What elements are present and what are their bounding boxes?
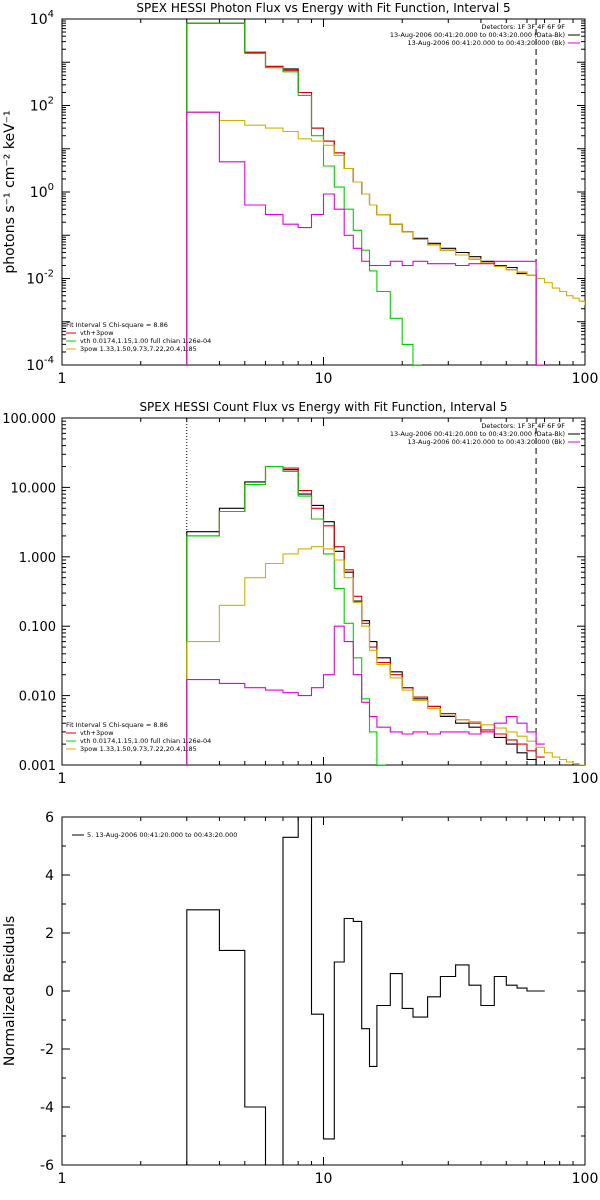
x-tick-label: 100 bbox=[572, 771, 599, 787]
x-tick-label: 100 bbox=[572, 1171, 599, 1187]
x-tick-label: 1 bbox=[58, 1171, 67, 1187]
legend-text: 3pow 1.33,1.50,9.73,7.22,20.4,1.85 bbox=[80, 345, 197, 353]
y-tick-label: 104 bbox=[30, 9, 54, 28]
y-tick-label: 6 bbox=[45, 810, 54, 826]
legend-text: 13-Aug-2006 00:41:20.000 to 00:43:20.000… bbox=[390, 430, 565, 438]
series-line-5 bbox=[186, 625, 545, 765]
x-tick-label: 10 bbox=[315, 771, 333, 787]
y-axis-label: photons s⁻¹ cm⁻² keV⁻¹ bbox=[2, 110, 18, 273]
x-tick-label: 10 bbox=[315, 371, 333, 387]
y-tick-label: 2 bbox=[45, 926, 54, 942]
y-tick-label: 10-2 bbox=[26, 269, 54, 288]
y-tick-label: 10-4 bbox=[26, 355, 54, 374]
series-line-1 bbox=[186, 817, 545, 1165]
y-tick-label: 100.000 bbox=[2, 412, 56, 427]
series-line-4 bbox=[186, 546, 585, 765]
y-tick-label: 0 bbox=[45, 984, 54, 1000]
series-line-5 bbox=[186, 111, 545, 365]
plot-frame bbox=[61, 18, 586, 366]
chart-title: SPEX HESSI Photon Flux vs Energy with Fi… bbox=[136, 1, 510, 15]
panel-2: 1 10 100 0.001 0.010 0.100 1.000 10.000 100.000 S… bbox=[2, 400, 598, 787]
y-tick-label: 10.000 bbox=[11, 481, 57, 496]
data-layer bbox=[186, 817, 545, 1165]
legend-text: 13-Aug-2006 00:41:20.000 to 00:43:20.000… bbox=[408, 438, 565, 446]
series-line-3 bbox=[186, 465, 386, 765]
legend-text: 13-Aug-2006 00:41:20.000 to 00:43:20.000… bbox=[390, 31, 565, 39]
y-tick-label: 1.000 bbox=[19, 551, 56, 566]
data-layer bbox=[186, 418, 585, 765]
y-tick-label: 102 bbox=[30, 96, 54, 115]
y-tick-label: 0.010 bbox=[19, 690, 56, 705]
y-tick-label: 0.001 bbox=[19, 759, 56, 774]
y-tick-label: 100 bbox=[30, 182, 54, 201]
legend-text: vth 0.0174,1.15,1.00 full chian 1.26e-04 bbox=[80, 337, 211, 345]
legend-text: Detectors: 1F 3F 4F 6F 9F bbox=[481, 23, 565, 31]
y-tick-label: -4 bbox=[40, 1100, 54, 1116]
x-tick-label: 10 bbox=[315, 1171, 333, 1187]
legend-text: 5. 13-Aug-2006 00:41:20.000 to 00:43:20.… bbox=[87, 831, 237, 839]
x-tick-label: 1 bbox=[58, 771, 67, 787]
legend-text: 13-Aug-2006 00:41:20.000 to 00:43:20.000… bbox=[408, 39, 565, 47]
data-layer bbox=[186, 19, 585, 365]
legend-text: 3pow 1.33,1.50,9.73,7.22,20.4,1.85 bbox=[80, 745, 197, 753]
y-axis-label: Normalized Residuals bbox=[2, 916, 18, 1066]
y-tick-label: 0.100 bbox=[19, 620, 56, 635]
legend-text: Fit Interval 5 Chi-square = 8.86 bbox=[66, 321, 168, 329]
panel-3: 1 10 100 -6 -4 -2 0 2 4 6 Normalized Residuals 5. 1… bbox=[2, 810, 598, 1187]
x-tick-label: 1 bbox=[58, 371, 67, 387]
series-line-4 bbox=[186, 111, 585, 365]
y-tick-label: -6 bbox=[40, 1158, 54, 1174]
chart-title: SPEX HESSI Count Flux vs Energy with Fit… bbox=[139, 400, 507, 414]
legend-text: vth+3pow bbox=[80, 729, 114, 737]
y-tick-label: -2 bbox=[40, 1042, 54, 1058]
series-line-3 bbox=[186, 22, 422, 365]
legend-text: vth+3pow bbox=[80, 329, 114, 337]
x-tick-label: 100 bbox=[572, 371, 599, 387]
legend-text: Detectors: 1F 3F 4F 6F 9F bbox=[481, 422, 565, 430]
plot-frame bbox=[61, 417, 586, 766]
legend-text: vth 0.0174,1.15,1.00 full chian 1.26e-04 bbox=[80, 737, 211, 745]
y-tick-label: 4 bbox=[45, 868, 54, 884]
legend-text: Fit Interval 5 Chi-square = 8.86 bbox=[66, 721, 168, 729]
panel-1: 1 10 100 10-4 10-2 100 102 104 SPEX HESSI Photon… bbox=[2, 1, 598, 387]
